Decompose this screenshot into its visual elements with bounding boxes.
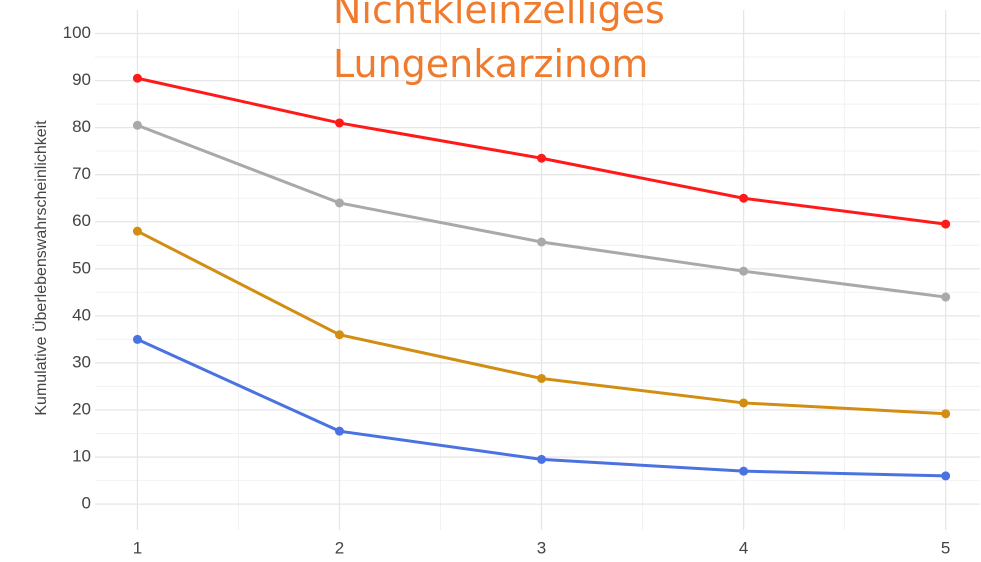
y-tick-label: 90 [72, 70, 91, 89]
data-point [739, 193, 749, 203]
data-point [334, 426, 344, 436]
data-point [132, 73, 142, 83]
data-point [739, 266, 749, 276]
y-tick-label: 50 [72, 258, 91, 277]
y-tick-label: 0 [82, 494, 91, 513]
y-tick-label: 60 [72, 211, 91, 230]
data-point [537, 237, 547, 247]
data-point [537, 373, 547, 383]
x-tick-label: 3 [537, 538, 546, 557]
data-point [739, 466, 749, 476]
x-tick-label: 5 [941, 538, 950, 557]
x-tick-label: 1 [133, 538, 142, 557]
data-point [132, 120, 142, 130]
data-point [334, 198, 344, 208]
data-point [132, 226, 142, 236]
data-point [941, 409, 951, 419]
data-point [334, 118, 344, 128]
data-point [334, 330, 344, 340]
y-axis-label: Kumulative Überlebenswahrscheinlichkeit [32, 120, 50, 416]
y-tick-label: 100 [63, 23, 91, 42]
y-tick-label: 80 [72, 117, 91, 136]
y-tick-label: 10 [72, 447, 91, 466]
y-tick-label: 30 [72, 352, 91, 371]
data-point [132, 334, 142, 344]
chart-title: Nichtkleinzelliges Lungenkarzinom [333, 0, 665, 86]
x-tick-label: 4 [739, 538, 748, 557]
y-tick-label: 20 [72, 399, 91, 418]
y-tick-label: 40 [72, 305, 91, 324]
data-point [941, 219, 951, 229]
data-point [941, 471, 951, 481]
y-tick-label: 70 [72, 164, 91, 183]
data-point [739, 398, 749, 408]
data-point [537, 454, 547, 464]
data-point [537, 153, 547, 163]
data-point [941, 292, 951, 302]
x-tick-label: 2 [335, 538, 344, 557]
